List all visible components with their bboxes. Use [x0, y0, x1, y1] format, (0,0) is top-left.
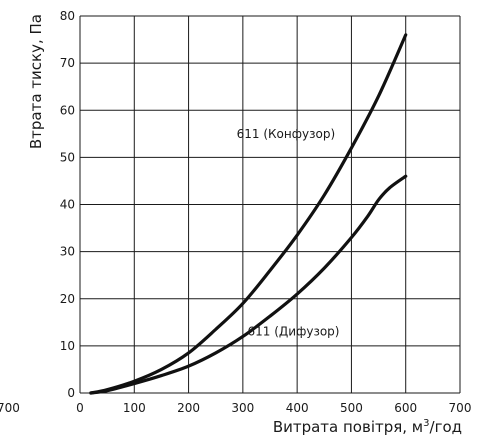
x-axis-title: Витрата повітря, м3/год — [273, 418, 462, 436]
y-tick-label-4: 40 — [60, 198, 75, 212]
x-axis-title-superscript: 3 — [423, 418, 429, 429]
y-tick-label-7: 70 — [60, 56, 75, 70]
grid — [79, 15, 461, 394]
y-axis-title: Втрата тиску, Па — [27, 14, 45, 149]
y-axis-tick-labels: 0 10 20 30 40 50 60 70 80 — [60, 9, 75, 400]
x-tick-label-3: 300 — [231, 401, 254, 415]
x-axis-title-tail: /год — [430, 418, 462, 436]
x-tick-label-6: 600 — [394, 401, 417, 415]
series-lines — [89, 33, 408, 395]
series-labels: 611 (Конфузор) 611 (Дифузор) — [237, 127, 340, 339]
y-tick-label-8: 80 — [60, 9, 75, 23]
series-label-0: 611 (Конфузор) — [237, 127, 336, 141]
x-tick-label-4: 400 — [286, 401, 309, 415]
series-label-1: 611 (Дифузор) — [248, 325, 340, 339]
x-tick-label-1: 100 — [123, 401, 146, 415]
x-axis-tick-labels: 0 100 200 300 400 500 600 700 — [76, 401, 471, 415]
series-line-0 — [89, 33, 408, 395]
x-tick-label-0: 0 — [76, 401, 84, 415]
x-tick-label-5: 500 — [340, 401, 363, 415]
y-tick-label-1: 10 — [60, 339, 75, 353]
y-tick-label-2: 20 — [60, 292, 75, 306]
y-tick-label-6: 60 — [60, 103, 75, 117]
series-line-1 — [89, 174, 408, 395]
left-edge-label: 700 — [0, 401, 20, 415]
x-tick-label-2: 200 — [177, 401, 200, 415]
y-tick-label-3: 30 — [60, 245, 75, 259]
y-tick-label-0: 0 — [67, 386, 75, 400]
x-tick-label-7: 700 — [449, 401, 472, 415]
y-tick-label-5: 50 — [60, 150, 75, 164]
